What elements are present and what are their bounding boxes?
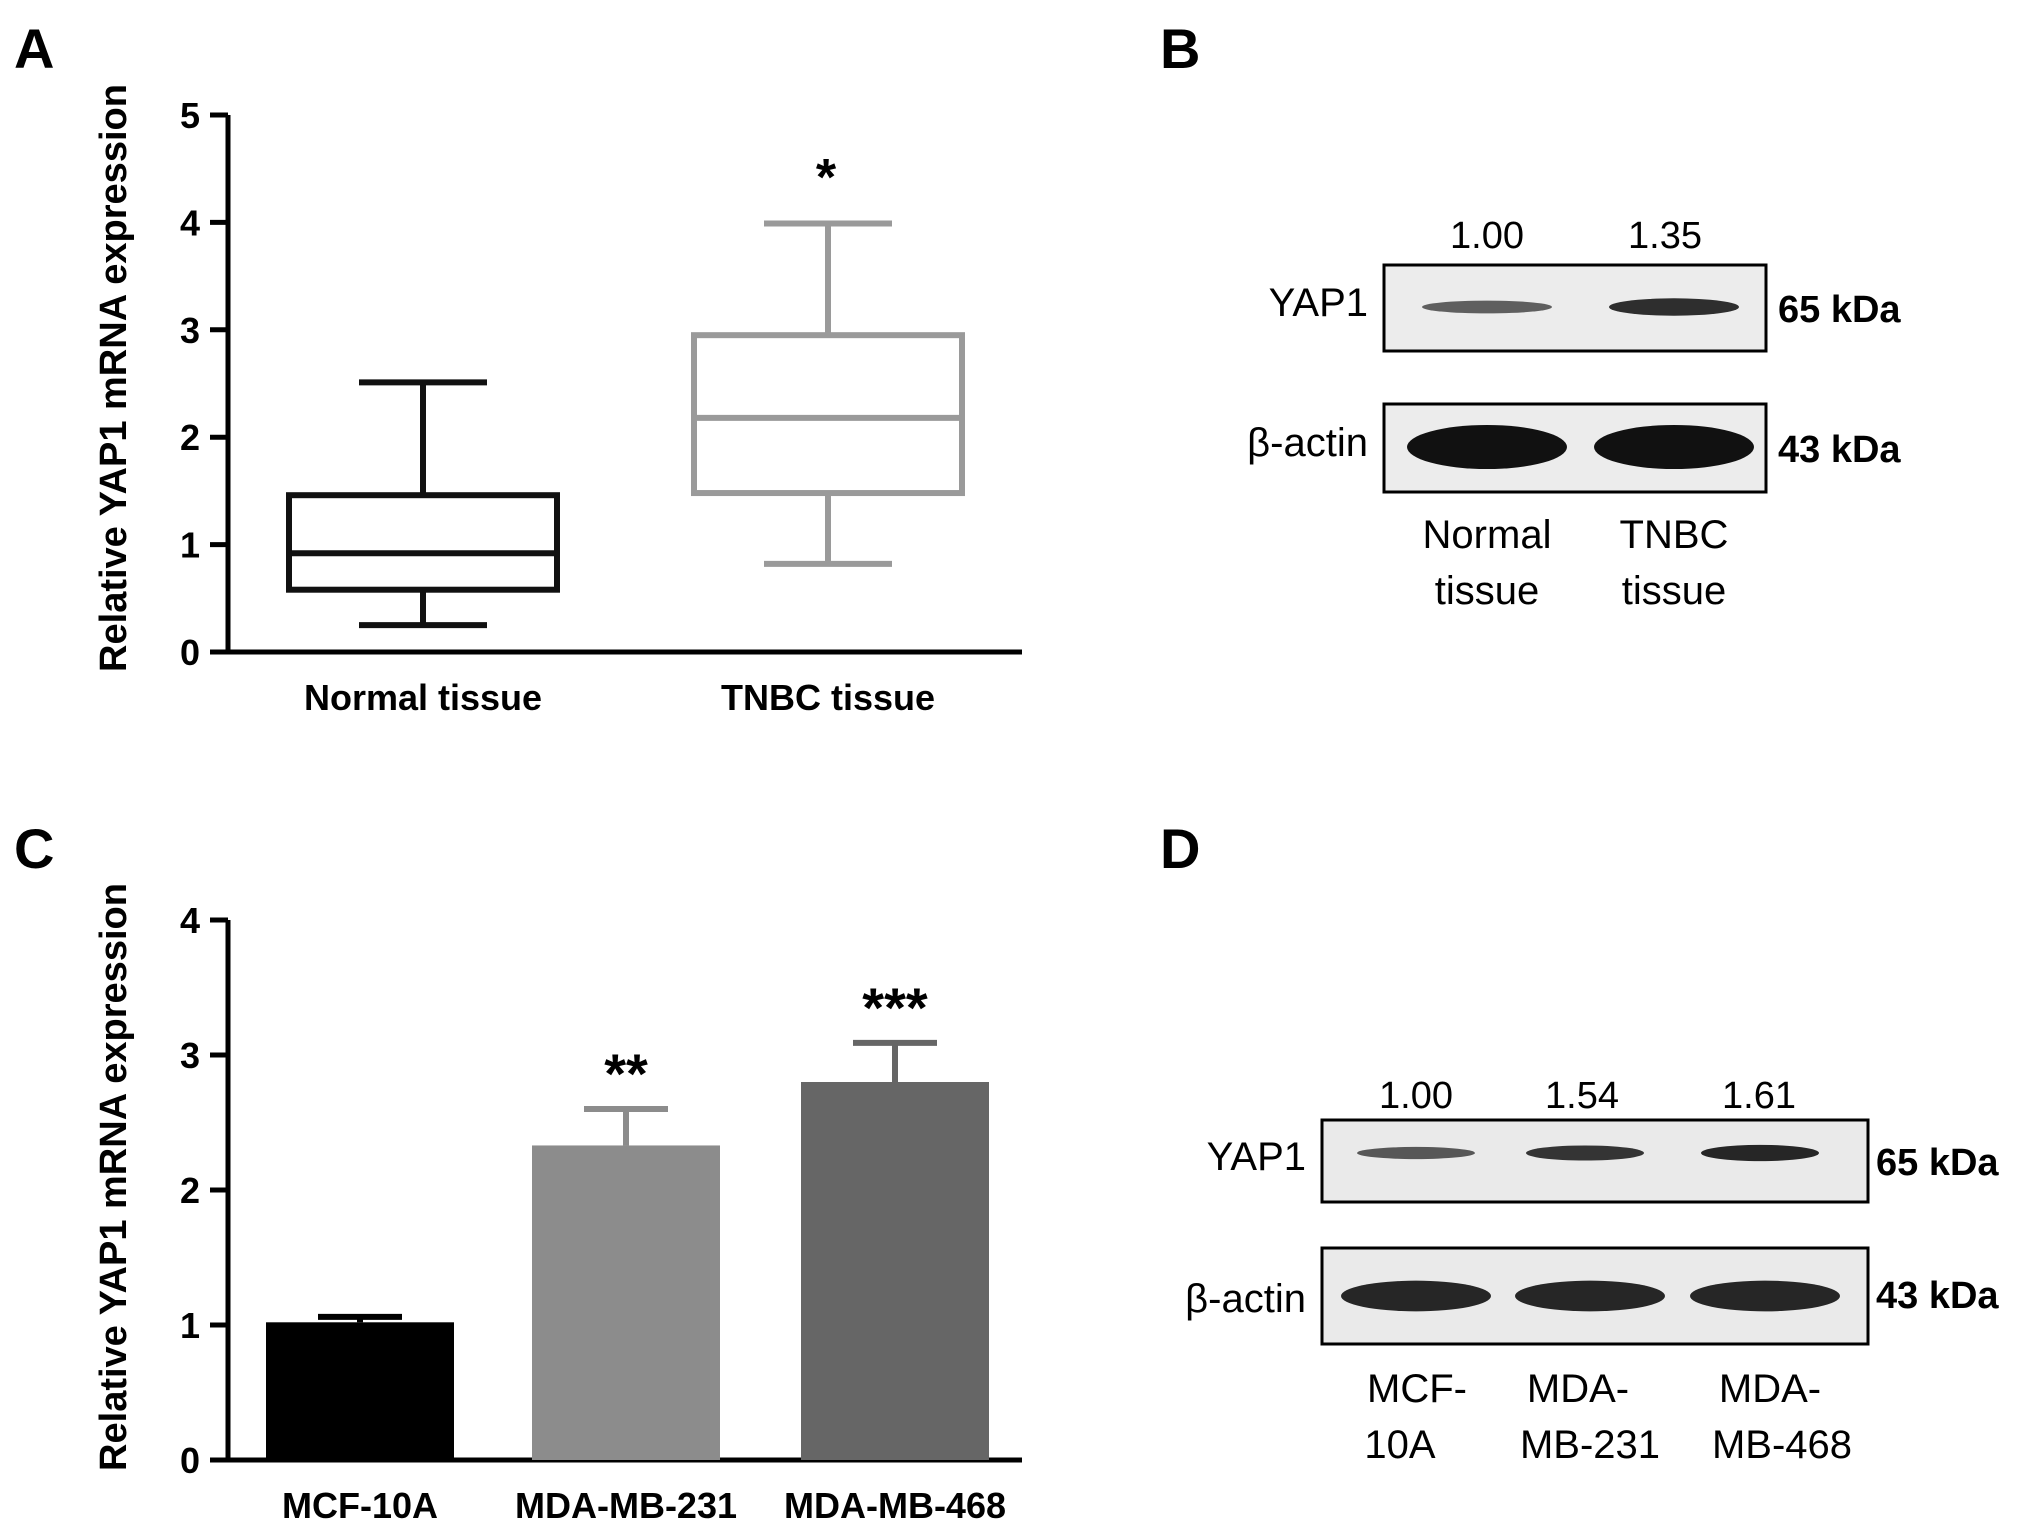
lane-label-b-1-line1: TNBC — [1620, 513, 1729, 557]
significance-annotation: ** — [604, 1042, 648, 1105]
blot-band — [1594, 425, 1754, 469]
blot-band — [1701, 1144, 1819, 1162]
x-tick-label-normal-tissue: Normal tissue — [304, 677, 542, 718]
lane-label-d-0-line2: 10A — [1364, 1423, 1435, 1467]
y-tick-label: 4 — [180, 202, 200, 243]
y-tick-label: 1 — [180, 1305, 200, 1346]
size-label-43kda-d: 43 kDa — [1876, 1275, 1999, 1317]
blot-band — [1341, 1280, 1491, 1312]
y-ticks-a: 0 1 2 3 4 5 — [180, 95, 228, 673]
bands-bactin-b — [1407, 425, 1754, 469]
blot-band — [1422, 300, 1552, 314]
panel-c: C Relative YAP1 mRNA expression 0 1 2 3 4 **… — [14, 817, 1022, 1526]
panel-letter-d: D — [1160, 817, 1200, 880]
significance-annotation-a: * — [816, 149, 837, 207]
y-tick-label: 2 — [180, 417, 200, 458]
boxes-a — [286, 220, 965, 629]
lane-label-d-1-line1: MDA- — [1527, 1367, 1629, 1411]
protein-label-bactin-b: β-actin — [1247, 421, 1368, 465]
significance-annotation: *** — [862, 976, 928, 1039]
bands-bactin-d — [1341, 1280, 1840, 1312]
panel-a: A Relative YAP1 mRNA expression 0 1 2 3 4 5 N… — [14, 17, 1022, 718]
x-tick-label-mda-mb-231: MDA-MB-231 — [515, 1485, 737, 1526]
lane-label-d-0-line1: MCF- — [1367, 1367, 1467, 1411]
bands-yap1-b — [1422, 298, 1739, 316]
blot-band — [1526, 1145, 1644, 1161]
lane-label-d-1-line2: MB-231 — [1520, 1423, 1660, 1467]
blot-band — [1609, 298, 1739, 316]
y-tick-label: 5 — [180, 95, 200, 136]
density-value-b-1: 1.35 — [1628, 215, 1702, 257]
lane-label-d-2-line2: MB-468 — [1712, 1423, 1852, 1467]
bars-c: ***** — [266, 976, 989, 1460]
lane-label-d-2-line1: MDA- — [1719, 1367, 1821, 1411]
y-tick-label: 0 — [180, 1440, 200, 1481]
lane-label-b-0-line1: Normal — [1423, 513, 1552, 557]
y-tick-label: 0 — [180, 632, 200, 673]
density-value-d-1: 1.54 — [1545, 1075, 1619, 1117]
panel-letter-a: A — [14, 17, 54, 80]
size-label-43kda-b: 43 kDa — [1778, 429, 1901, 471]
x-tick-label-mcf-10a: MCF-10A — [282, 1485, 438, 1526]
y-tick-label: 2 — [180, 1170, 200, 1211]
y-tick-label: 1 — [180, 525, 200, 566]
y-tick-label: 4 — [180, 900, 200, 941]
protein-label-bactin-d: β-actin — [1185, 1277, 1306, 1321]
y-ticks-c: 0 1 2 3 4 — [180, 900, 228, 1481]
panel-d: D 1.00 1.54 1.61 YAP1 65 kDa β-actin 43 … — [1160, 817, 1999, 1467]
panel-letter-c: C — [14, 817, 54, 880]
density-value-d-0: 1.00 — [1379, 1075, 1453, 1117]
bar — [532, 1145, 720, 1460]
size-label-65kda-d: 65 kDa — [1876, 1142, 1999, 1184]
box-iqr — [286, 492, 560, 593]
x-tick-label-tnbc-tissue: TNBC tissue — [721, 677, 935, 718]
lane-label-b-1-line2: tissue — [1622, 569, 1727, 613]
blot-band — [1357, 1146, 1475, 1160]
blot-band — [1515, 1280, 1665, 1312]
protein-label-yap1-b: YAP1 — [1269, 281, 1368, 325]
bands-yap1-d — [1357, 1144, 1819, 1162]
y-tick-label: 3 — [180, 310, 200, 351]
protein-label-yap1-d: YAP1 — [1207, 1135, 1306, 1179]
y-tick-label: 3 — [180, 1035, 200, 1076]
density-value-d-2: 1.61 — [1722, 1075, 1796, 1117]
bar — [266, 1322, 454, 1460]
box-iqr — [691, 332, 965, 497]
bar — [801, 1082, 989, 1460]
panel-b: B 1.00 1.35 YAP1 65 kDa β-actin 43 kDa N… — [1160, 17, 1901, 613]
y-axis-label-c: Relative YAP1 mRNA expression — [93, 883, 135, 1471]
panel-letter-b: B — [1160, 17, 1200, 80]
blot-band — [1407, 425, 1567, 469]
y-axis-label-a: Relative YAP1 mRNA expression — [93, 84, 135, 672]
blot-strip-yap1-d — [1320, 1118, 1870, 1204]
lane-label-b-0-line2: tissue — [1435, 569, 1540, 613]
x-tick-label-mda-mb-468: MDA-MB-468 — [784, 1485, 1006, 1526]
size-label-65kda-b: 65 kDa — [1778, 289, 1901, 331]
density-value-b-0: 1.00 — [1450, 215, 1524, 257]
blot-band — [1690, 1280, 1840, 1312]
